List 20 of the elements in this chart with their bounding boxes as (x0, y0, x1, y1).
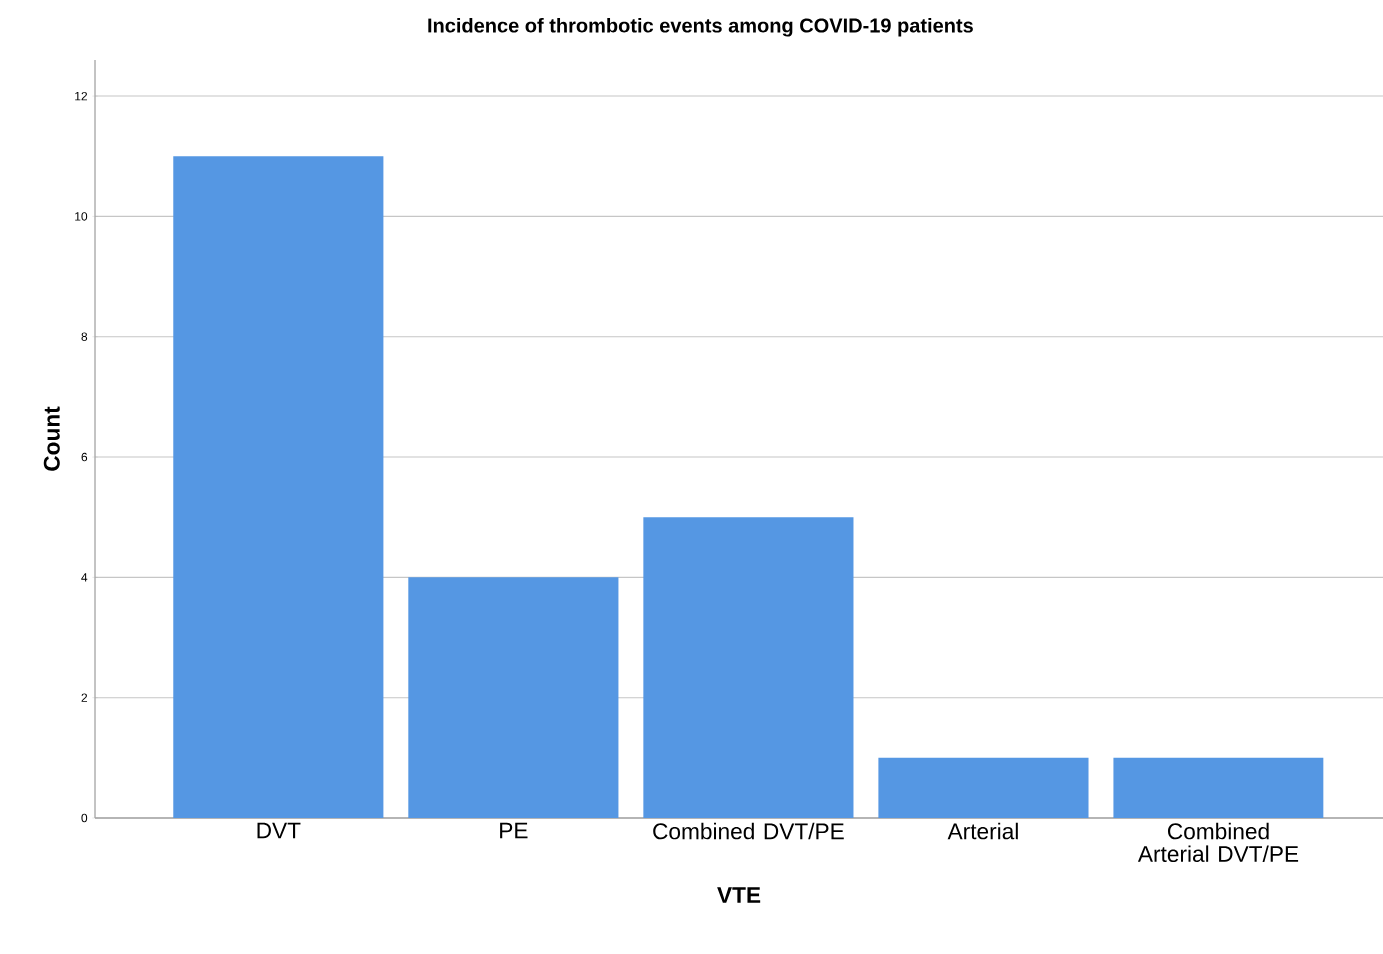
y-tick-label: 4 (81, 573, 88, 582)
x-axis-title: VTE (717, 887, 761, 903)
y-axis-title: Count (43, 406, 60, 471)
bar (1113, 757, 1324, 818)
y-tick-label: 0 (81, 813, 88, 823)
x-tick-label: DVT (257, 822, 301, 839)
y-tick-label: 10 (75, 212, 88, 221)
x-tick-label: Combined DVT/PE (653, 822, 844, 840)
y-tick-label: 6 (81, 452, 88, 462)
x-tick-label: PE (500, 822, 528, 839)
y-tick-label: 12 (75, 91, 88, 101)
bar (878, 757, 1089, 818)
x-tick-label: Arterial (947, 822, 1018, 840)
bar (173, 156, 384, 818)
bar (408, 577, 619, 818)
y-tick-label: 2 (81, 693, 88, 702)
chart-title: Incidence of thrombotic events among COVID-19 patients (428, 17, 973, 37)
x-tick-label: Combined Arterial DVT/PE (1137, 822, 1299, 863)
y-tick-label: 8 (81, 332, 88, 341)
bar (643, 517, 854, 818)
